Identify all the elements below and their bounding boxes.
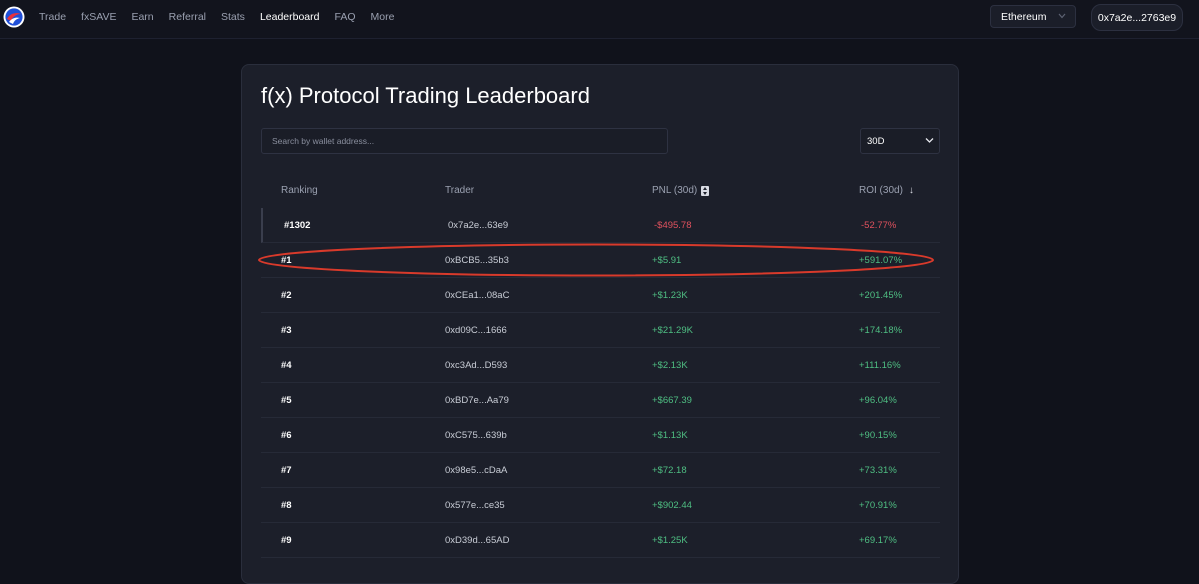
- wallet-address-button[interactable]: 0x7a2e...2763e9: [1091, 4, 1183, 31]
- search-input[interactable]: [261, 128, 668, 154]
- rank-cell: #1302: [284, 219, 311, 231]
- nav-item-fxsave[interactable]: fxSAVE: [81, 10, 117, 23]
- rank-cell: #7: [281, 464, 292, 476]
- nav-item-referral[interactable]: Referral: [168, 10, 206, 23]
- current-user-row[interactable]: #1302 0x7a2e...63e9 -$495.78 -52.77%: [261, 208, 940, 243]
- trader-address-cell[interactable]: 0x7a2e...63e9: [448, 219, 509, 231]
- pnl-cell: +$21.29K: [652, 324, 693, 336]
- sort-icon[interactable]: [701, 185, 710, 196]
- roi-cell: +96.04%: [859, 394, 897, 406]
- trader-address-cell[interactable]: 0x577e...ce35: [445, 499, 505, 511]
- rank-cell: #4: [281, 359, 292, 371]
- trader-address-cell[interactable]: 0xBCB5...35b3: [445, 254, 509, 266]
- table-row[interactable]: #4 0xc3Ad...D593 +$2.13K +111.16%: [261, 348, 940, 383]
- roi-cell: +201.45%: [859, 289, 903, 301]
- column-header-trader: Trader: [445, 185, 475, 196]
- table-row[interactable]: #1 0xBCB5...35b3 +$5.91 +591.07%: [261, 243, 940, 278]
- table-row[interactable]: #5 0xBD7e...Aa79 +$667.39 +96.04%: [261, 383, 940, 418]
- trader-address-cell[interactable]: 0xBD7e...Aa79: [445, 394, 509, 406]
- pnl-cell: +$667.39: [652, 394, 692, 406]
- column-header-pnl[interactable]: PNL (30d): [652, 185, 710, 196]
- pnl-cell: +$1.13K: [652, 429, 688, 441]
- page-title: f(x) Protocol Trading Leaderboard: [261, 83, 590, 108]
- table-row[interactable]: #3 0xd09C...1666 +$21.29K +174.18%: [261, 313, 940, 348]
- rank-cell: #2: [281, 289, 292, 301]
- rank-cell: #5: [281, 394, 292, 406]
- trader-address-cell[interactable]: 0xCEa1...08aC: [445, 289, 510, 301]
- pnl-cell: -$495.78: [654, 219, 692, 231]
- roi-cell: +111.16%: [859, 359, 901, 371]
- trader-address-cell[interactable]: 0xD39d...65AD: [445, 534, 510, 546]
- pnl-cell: +$72.18: [652, 464, 687, 476]
- fx-logo-icon[interactable]: [3, 6, 25, 28]
- roi-cell: +591.07%: [859, 254, 903, 266]
- table-row[interactable]: #6 0xC575...639b +$1.13K +90.15%: [261, 418, 940, 453]
- pnl-cell: +$1.23K: [652, 289, 688, 301]
- network-select[interactable]: Ethereum: [990, 5, 1076, 28]
- table-row[interactable]: #7 0x98e5...cDaA +$72.18 +73.31%: [261, 453, 940, 488]
- sort-descending-icon[interactable]: ↓: [908, 185, 914, 196]
- table-row[interactable]: #8 0x577e...ce35 +$902.44 +70.91%: [261, 488, 940, 523]
- roi-cell: +90.15%: [859, 429, 897, 441]
- rank-cell: #8: [281, 499, 292, 511]
- roi-cell: +69.17%: [859, 534, 897, 546]
- roi-cell: +73.31%: [859, 464, 897, 476]
- trader-address-cell[interactable]: 0xc3Ad...D593: [445, 359, 508, 371]
- column-header-roi[interactable]: ROI (30d) ↓: [859, 185, 914, 196]
- chevron-down-icon: [925, 138, 934, 143]
- rank-cell: #3: [281, 324, 292, 336]
- nav-item-faq[interactable]: FAQ: [334, 10, 356, 23]
- leaderboard-card: f(x) Protocol Trading Leaderboard 30D Ra…: [241, 64, 959, 584]
- pnl-cell: +$2.13K: [652, 359, 688, 371]
- trader-address-cell[interactable]: 0xC575...639b: [445, 429, 507, 441]
- period-select[interactable]: 30D: [860, 128, 940, 154]
- nav-item-leaderboard[interactable]: Leaderboard: [259, 10, 320, 23]
- rank-cell: #1: [281, 254, 292, 266]
- rank-cell: #9: [281, 534, 292, 546]
- table-row[interactable]: #9 0xD39d...65AD +$1.25K +69.17%: [261, 523, 940, 558]
- nav-item-trade[interactable]: Trade: [39, 10, 67, 23]
- trader-address-cell[interactable]: 0x98e5...cDaA: [445, 464, 508, 476]
- roi-cell: -52.77%: [861, 219, 897, 231]
- wallet-address-label: 0x7a2e...2763e9: [1097, 11, 1177, 24]
- pnl-cell: +$902.44: [652, 499, 692, 511]
- rank-cell: #6: [281, 429, 292, 441]
- trader-address-cell[interactable]: 0xd09C...1666: [445, 324, 507, 336]
- nav-item-stats[interactable]: Stats: [221, 10, 245, 23]
- network-select-value: Ethereum: [1001, 10, 1047, 23]
- period-select-value: 30D: [867, 135, 885, 147]
- top-navigation: Trade fxSAVE Earn Referral Stats Leaderboard F…: [0, 0, 1199, 39]
- nav-item-earn[interactable]: Earn: [131, 10, 154, 23]
- nav-menu: Trade fxSAVE Earn Referral Stats Leaderboard F…: [39, 0, 409, 33]
- roi-cell: +70.91%: [859, 499, 897, 511]
- table-row[interactable]: #2 0xCEa1...08aC +$1.23K +201.45%: [261, 278, 940, 313]
- pnl-cell: +$1.25K: [652, 534, 688, 546]
- chevron-down-icon: [1058, 13, 1066, 19]
- column-header-ranking: Ranking: [281, 185, 318, 196]
- nav-item-more[interactable]: More: [370, 10, 395, 23]
- pnl-cell: +$5.91: [652, 254, 682, 266]
- roi-cell: +174.18%: [859, 324, 903, 336]
